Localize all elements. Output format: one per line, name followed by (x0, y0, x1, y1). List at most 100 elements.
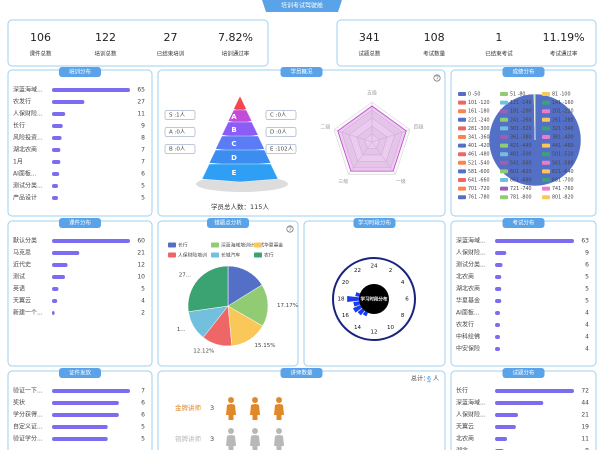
bar-value: 5 (585, 274, 589, 281)
radar-indicator: 三级 (338, 178, 348, 185)
stat-label: 已结束培训 (157, 50, 185, 58)
panel-title: 证件发放 (69, 369, 92, 377)
bar-label: 华夏基金 (456, 297, 480, 305)
panel-title-pill (59, 218, 101, 228)
legend-label: 721 -740 (510, 186, 532, 192)
radar-axis (333, 129, 373, 143)
bar (495, 389, 574, 393)
bar-value: 21 (581, 412, 589, 419)
bar-value: 27 (137, 99, 145, 106)
bar-label: 近代史 (13, 261, 31, 269)
icon-body (250, 404, 260, 415)
panel-title: 讲师数量 (290, 369, 313, 377)
bar (52, 311, 55, 315)
lecturer-icon (226, 428, 236, 450)
pyramid-letter: D (231, 154, 237, 162)
legend-label: 401 -420 (468, 143, 490, 149)
slice-label: 27... (179, 273, 191, 279)
hour-label: 16 (342, 313, 349, 319)
legend-swatch (458, 195, 466, 200)
bar (52, 299, 58, 303)
polar-bar (357, 308, 365, 316)
bar-value: 5 (585, 286, 589, 293)
panel-title-pill (207, 218, 249, 228)
level-box (265, 127, 297, 137)
panel (157, 370, 446, 450)
bar (52, 136, 62, 140)
icon-body (274, 404, 284, 415)
legend-label: 741 -760 (552, 186, 574, 192)
panel-title-pill (502, 368, 545, 378)
stat-value: 106 (30, 31, 51, 44)
level-label: D :0人 (270, 129, 287, 136)
bar (52, 100, 85, 104)
legend-label: 441 -460 (552, 143, 574, 149)
bar-label: 人保财险... (456, 411, 486, 419)
hour-label: 8 (401, 313, 405, 319)
icon-legs (276, 446, 282, 450)
stat-label: 考试数量 (423, 50, 446, 58)
legend-swatch (542, 100, 550, 105)
legend-swatch (500, 100, 508, 105)
bar-label: 长行 (13, 122, 25, 130)
total-unit: 人 (433, 376, 439, 383)
bar-value: 10 (137, 274, 145, 281)
legend-label: 421 -440 (510, 143, 532, 149)
hour-label: 12 (371, 330, 378, 336)
stat-value: 11.19% (543, 31, 585, 44)
panel-title-pill (353, 218, 396, 228)
legend-label: 541 -560 (510, 160, 532, 166)
slice-label: 15.15% (254, 343, 275, 349)
polar-bar (362, 311, 368, 317)
level-label: E :102人 (270, 146, 294, 153)
pyramid-letter: B (231, 126, 236, 134)
bar (52, 437, 108, 441)
bar (495, 287, 502, 291)
hour-label: 10 (387, 325, 394, 331)
legend-swatch (500, 152, 508, 157)
bar-label: 长行 (456, 387, 468, 395)
bar-value: 4 (585, 322, 589, 329)
legend-label: 341 -360 (468, 135, 490, 141)
legend-label: 长城汽车 (221, 252, 240, 259)
legend-swatch (458, 92, 466, 96)
legend-label: 261 -280 (552, 117, 574, 123)
legend-label: 181 -200 (510, 109, 532, 115)
polar-bar (355, 292, 361, 297)
legend-swatch (542, 135, 550, 139)
radar-indicator: 五级 (367, 90, 377, 97)
bar-label: 湖北农商 (456, 285, 480, 293)
bar-label: 验证一下... (13, 387, 43, 395)
panel-title: 考试分布 (512, 219, 535, 227)
slice-label: 1... (177, 327, 186, 333)
bar (495, 311, 501, 315)
legend-label: 661 -680 (510, 178, 532, 184)
legend-swatch (542, 195, 550, 200)
level-label: B :0人 (169, 146, 186, 153)
bar (495, 437, 508, 441)
stat-label: 培训总数 (94, 50, 117, 58)
bar-value: 7 (141, 147, 145, 154)
legend-label: 481 -500 (510, 152, 532, 158)
legend-swatch (500, 135, 508, 139)
bar-value: 4 (585, 334, 589, 341)
legend-label: 人保财险培训 (178, 252, 207, 259)
legend-swatch (458, 169, 466, 174)
legend-label: 621 -640 (552, 169, 574, 175)
legend-label: 101 -120 (468, 100, 490, 106)
pyramid-level (208, 149, 272, 167)
bar-label: 北农商 (456, 273, 474, 281)
help-icon (286, 225, 294, 233)
legend-swatch (542, 92, 550, 96)
bar-label: AI面板... (456, 309, 480, 317)
help-icon (433, 74, 441, 82)
bar (52, 263, 68, 267)
legend-label: 121 -140 (510, 100, 532, 106)
hour-label: 18 (338, 297, 345, 303)
legend-label: 241 -260 (510, 117, 532, 123)
panel-title-pill (59, 368, 101, 378)
bar-value: 11 (581, 436, 589, 443)
bar-value: 4 (585, 310, 589, 317)
bar-label: 风险投资... (13, 134, 43, 142)
legend-swatch (168, 242, 176, 248)
